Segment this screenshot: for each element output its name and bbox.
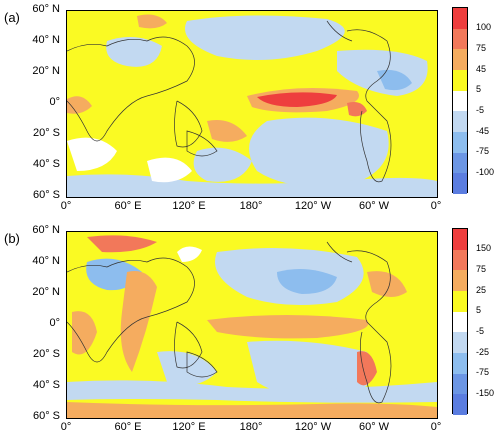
orange-patch [137,14,167,29]
colorbar-label: 75 [476,43,487,53]
colorbar-swatch [453,132,467,153]
colorbar-label: -25 [476,347,490,357]
precip-anomaly-field [67,232,437,418]
lon-label: 120° E [172,421,206,433]
colorbar-label: 100 [476,22,492,32]
lat-label: 60° S [32,189,60,201]
precip-anomaly-field [67,11,437,197]
blue-patch [247,340,374,398]
colorbar-swatch [453,28,467,50]
colorbar-label: -45 [476,126,490,136]
white-patch [147,157,192,183]
colorbar-swatch [453,270,467,291]
red-band [257,92,337,107]
lon-label: 120° W [294,200,332,212]
colorbar-label: -150 [476,388,495,398]
lat-label: 40° S [32,379,60,391]
lon-label: 60° E [114,200,142,212]
red-patch [87,235,157,253]
lat-label: 60° N [32,3,60,15]
map-panel-a: (a) 60° N 40° N 20° N 0° 20° S 40° S 60°… [0,0,500,220]
lat-label: 40° S [32,158,60,170]
blue-patch [193,147,252,182]
lat-label: 60° N [32,224,60,236]
map-area [66,231,438,419]
colorbar-label: -100 [476,167,495,177]
lon-label: 120° E [172,200,206,212]
colorbar-swatch [453,111,467,132]
orange-patch [120,271,157,372]
colorbar-label: 5 [476,305,482,315]
coastlines [67,241,392,404]
lat-label: 0° [49,317,60,329]
darker-blue-patch [277,268,337,294]
lon-label: 0° [60,421,72,433]
colorbar-swatch [453,332,467,353]
orange-band [67,402,437,418]
lat-label: 40° N [32,255,60,267]
lat-label: 60° S [32,410,60,422]
darker-blue-patch [377,69,412,91]
colorbar-label: 150 [476,243,492,253]
lon-label: 180° [239,421,263,433]
lat-label: 20° N [32,286,60,298]
colorbar-label: -5 [476,326,485,336]
colorbar-swatch [453,152,467,174]
lat-label: 20° N [32,65,60,77]
orange-patch [67,96,92,114]
lat-label: 20° S [32,348,60,360]
lat-label: 0° [49,96,60,108]
colorbar-label: -5 [476,105,485,115]
colorbar-label: 75 [476,264,487,274]
colorbar-label: 5 [476,84,482,94]
colorbar-swatch [453,229,467,250]
blue-patch [185,15,345,61]
map-area [66,10,438,198]
colorbar-swatch [453,353,467,374]
coastlines [67,20,392,183]
blue-patch [249,117,389,187]
red-patch [347,102,367,117]
colorbar-swatch [453,394,467,415]
lon-label: 120° W [294,421,332,433]
red-patch [357,351,377,386]
lon-label: 0° [60,200,72,212]
white-patch [177,246,202,262]
colorbar-swatch [453,90,467,112]
orange-band [207,315,369,339]
lon-label: 60° W [358,200,390,212]
lon-label: 0° [430,200,442,212]
colorbar-swatch [453,173,467,194]
colorbar-swatch [453,70,467,91]
orange-patch [207,120,247,142]
panel-label: (b) [4,231,20,246]
orange-patch [72,311,97,355]
lon-label: 60° W [358,421,390,433]
white-patch [67,137,117,171]
colorbar-swatch [453,291,467,312]
lon-label: 180° [239,200,263,212]
lon-label: 0° [430,421,442,433]
colorbar [452,7,468,194]
colorbar [452,228,468,415]
map-panel-b: (b) 60° N 40° N 20° N 0° 20° S 40° S 60°… [0,221,500,441]
colorbar-swatch [453,8,467,29]
colorbar-swatch [453,249,467,271]
colorbar-label: -75 [476,146,490,156]
lon-label: 60° E [114,421,142,433]
lat-label: 20° S [32,127,60,139]
colorbar-swatch [453,49,467,70]
orange-patch [367,271,407,297]
blue-patch [106,37,162,67]
lat-label: 40° N [32,34,60,46]
colorbar-label: 25 [476,285,487,295]
colorbar-swatch [453,311,467,333]
colorbar-label: -75 [476,367,490,377]
colorbar-swatch [453,373,467,395]
blue-patch [67,380,437,403]
panel-label: (a) [4,10,20,25]
colorbar-label: 45 [476,64,487,74]
